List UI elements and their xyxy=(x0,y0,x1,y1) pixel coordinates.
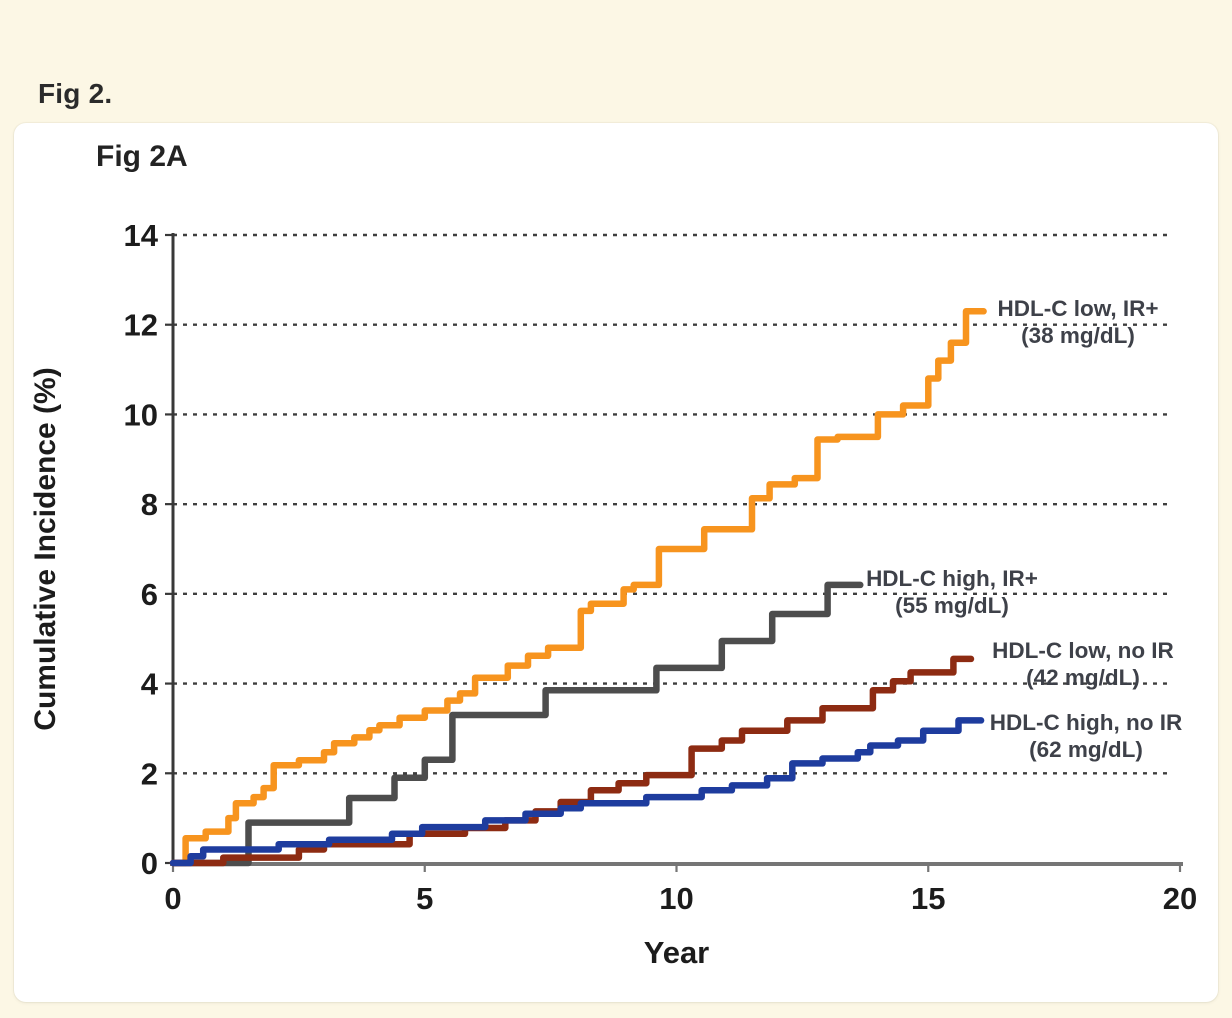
y-tick-label: 0 xyxy=(141,846,158,881)
x-axis-title: Year xyxy=(644,935,710,970)
y-tick-label: 2 xyxy=(141,756,158,791)
y-tick-label: 8 xyxy=(141,487,158,522)
y-tick-label: 6 xyxy=(141,577,158,612)
chart-panel: Fig 2A 0 2 4 6 8 10 12 14 0 5 10 15 20 Year Cumulative… xyxy=(14,123,1218,1002)
y-tick-label: 10 xyxy=(124,397,158,432)
step-curve-3 xyxy=(169,655,975,867)
y-tick-label: 4 xyxy=(141,667,159,702)
x-tick-label: 5 xyxy=(416,881,433,916)
figure-label: Fig 2. xyxy=(38,78,113,109)
chart-title: Fig 2A xyxy=(96,140,188,173)
step-curve-1 xyxy=(169,308,987,867)
legend-label-4: HDL-C high, no IR (62 mg/dL) xyxy=(990,710,1182,762)
legend-label-1: HDL-C low, IR+ (38 mg/dL) xyxy=(997,296,1158,348)
step-curve-2 xyxy=(169,581,864,867)
x-tick-label: 15 xyxy=(911,881,945,916)
legend-label-2: HDL-C high, IR+ (55 mg/dL) xyxy=(866,566,1038,618)
y-tick-label: 12 xyxy=(124,308,158,343)
y-tick-label: 14 xyxy=(124,218,159,253)
step-curve-4 xyxy=(169,717,985,867)
x-tick-label: 0 xyxy=(164,881,181,916)
x-tick-label: 20 xyxy=(1163,881,1197,916)
legend-label-3: HDL-C low, no IR (42 mg/dL) xyxy=(992,638,1174,690)
y-axis-title: Cumulative Incidence (%) xyxy=(29,367,62,730)
chart-svg: 0 2 4 6 8 10 12 14 0 5 10 15 20 Year Cumulative Incide… xyxy=(29,218,1197,970)
x-tick-label: 10 xyxy=(659,881,693,916)
